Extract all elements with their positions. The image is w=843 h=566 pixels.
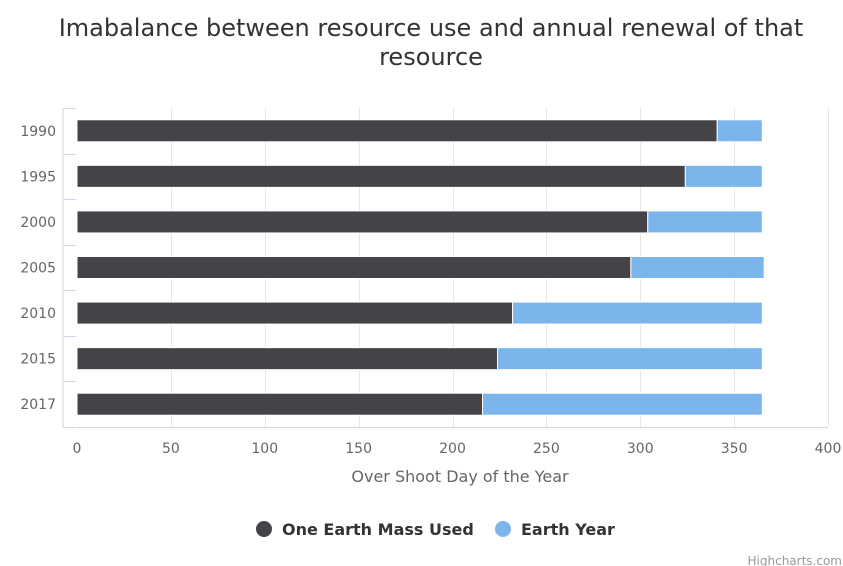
y-axis: 1990 1995 2000 2005 2010 2015 2017 xyxy=(20,108,76,428)
bar-earth-year[interactable] xyxy=(630,256,765,279)
bar-earth-year[interactable] xyxy=(512,301,763,325)
bar-one-earth-mass-used[interactable] xyxy=(76,256,632,279)
bar-one-earth-mass-used[interactable] xyxy=(76,347,499,371)
y-tick-label: 2000 xyxy=(20,215,56,231)
y-tick-label: 1995 xyxy=(20,169,56,185)
x-tick-label: 0 xyxy=(73,441,82,457)
bar-earth-year[interactable] xyxy=(482,392,763,416)
y-tick-label: 1990 xyxy=(20,124,56,140)
x-axis-title: Over Shoot Day of the Year xyxy=(351,467,569,486)
legend-label[interactable]: One Earth Mass Used xyxy=(282,520,474,539)
y-tick-label: 2015 xyxy=(20,352,56,368)
legend-label[interactable]: Earth Year xyxy=(521,520,615,539)
bar-one-earth-mass-used[interactable] xyxy=(76,164,686,188)
chart-title-line-2: resource xyxy=(379,43,483,71)
x-tick-label: 350 xyxy=(721,441,748,457)
bar-earth-year[interactable] xyxy=(684,164,763,188)
x-axis: 0 50 100 150 200 250 300 350 400 xyxy=(73,427,842,457)
bar-earth-year[interactable] xyxy=(716,119,763,143)
chart-title-line-1: Imabalance between resource use and annu… xyxy=(59,14,804,42)
legend-marker[interactable] xyxy=(256,521,272,537)
y-tick-label: 2005 xyxy=(20,261,56,277)
bars xyxy=(76,119,765,416)
x-tick-label: 300 xyxy=(627,441,654,457)
y-tick-label: 2017 xyxy=(20,397,56,413)
x-tick-label: 150 xyxy=(345,441,372,457)
bar-one-earth-mass-used[interactable] xyxy=(76,210,649,234)
bar-earth-year[interactable] xyxy=(647,210,763,234)
credits[interactable]: Highcharts.com xyxy=(748,554,842,566)
bar-one-earth-mass-used[interactable] xyxy=(76,301,514,325)
x-tick-label: 250 xyxy=(533,441,560,457)
x-tick-label: 400 xyxy=(815,441,842,457)
x-tick-label: 50 xyxy=(162,441,180,457)
x-tick-label: 100 xyxy=(251,441,278,457)
legend: One Earth Mass Used Earth Year xyxy=(256,520,615,539)
legend-marker[interactable] xyxy=(495,521,511,537)
bar-one-earth-mass-used[interactable] xyxy=(76,392,484,416)
bar-earth-year[interactable] xyxy=(497,347,763,371)
y-tick-label: 2010 xyxy=(20,306,56,322)
bar-one-earth-mass-used[interactable] xyxy=(76,119,718,143)
x-tick-label: 200 xyxy=(439,441,466,457)
